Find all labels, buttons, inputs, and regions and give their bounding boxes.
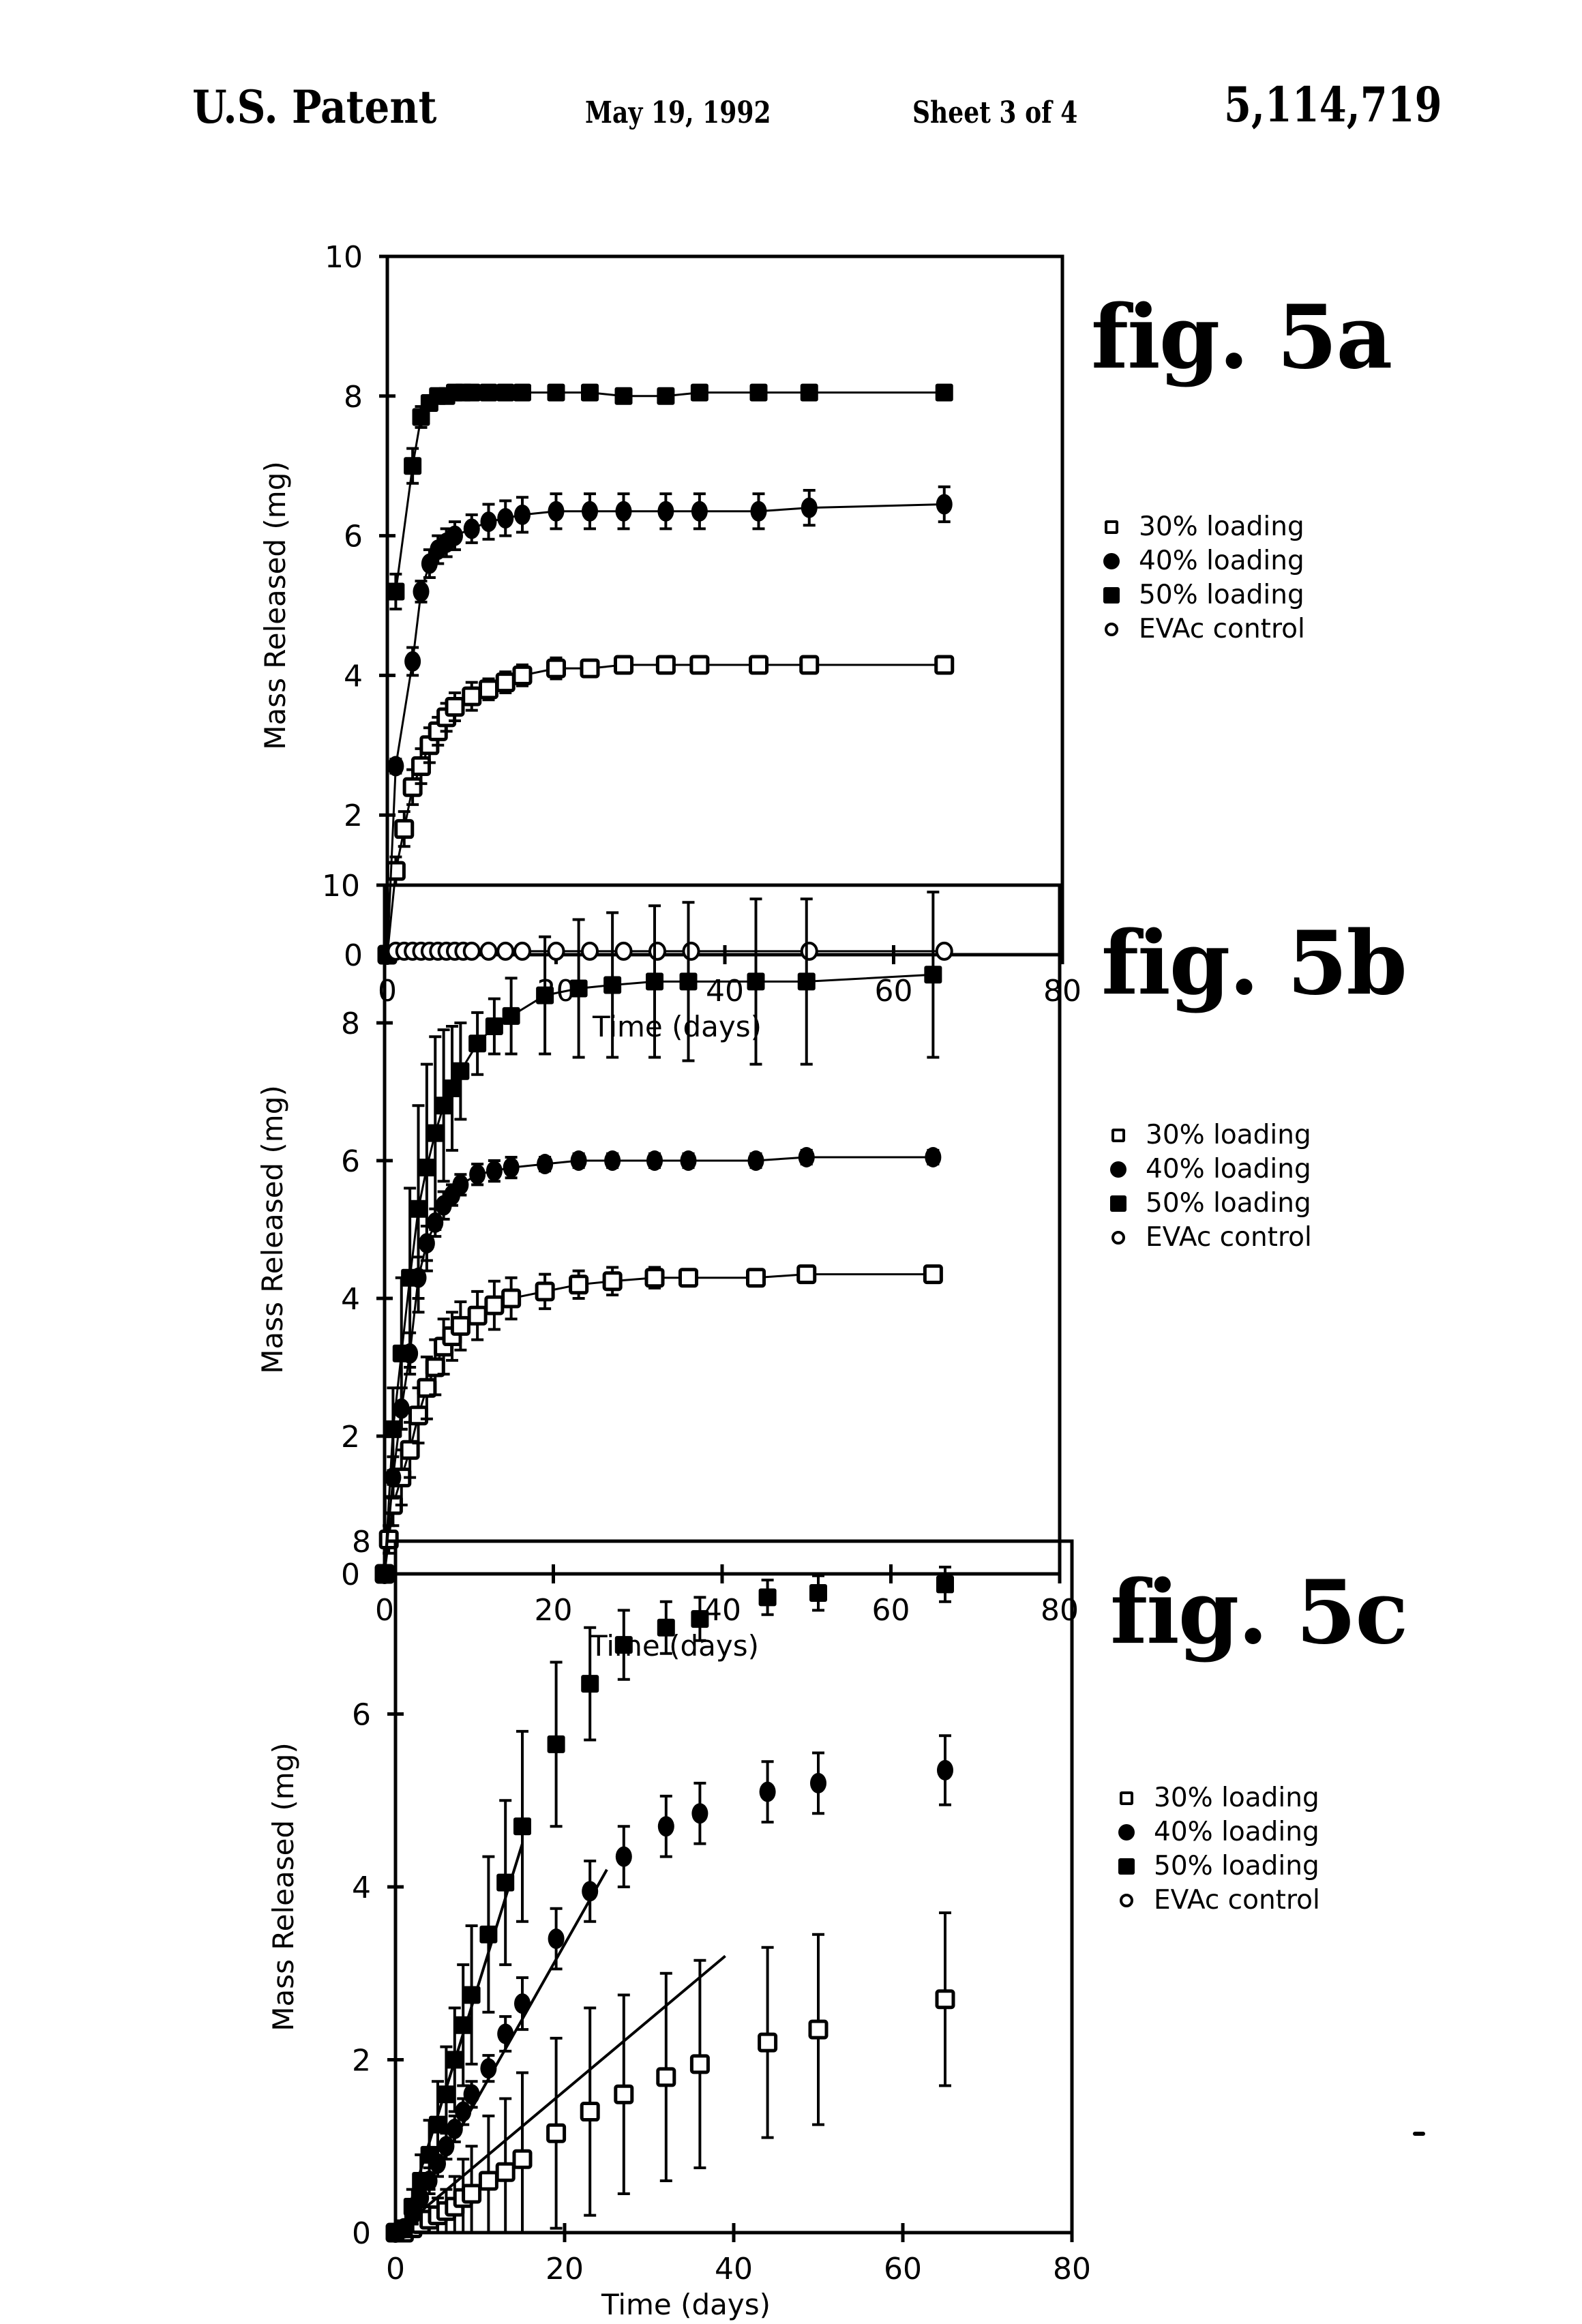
- x-tick-label: 60: [884, 2252, 922, 2286]
- x-tick-label: 0: [386, 2252, 405, 2286]
- filled-square-icon: [1118, 1858, 1135, 1875]
- legend-fig5c: 30% loading 40% loading 50% loading EVAc…: [1118, 1781, 1320, 1918]
- chart-fig5c: 02468020406080Time (days)Mass Released (…: [0, 0, 1582, 2324]
- open-square-icon: [1120, 1791, 1133, 1805]
- open-circle-icon: [1120, 1894, 1133, 1907]
- figure-label-5c: fig. 5c: [1110, 1562, 1407, 1664]
- legend-label: 40% loading: [1154, 1815, 1319, 1849]
- y-tick-label: 6: [352, 1698, 371, 1733]
- filled-circle-icon: [1118, 1824, 1135, 1841]
- x-tick-label: 40: [715, 2252, 753, 2286]
- y-axis-title: Mass Released (mg): [267, 1742, 300, 2031]
- legend-label: EVAc control: [1154, 1883, 1320, 1918]
- legend-item-50: 50% loading: [1118, 1849, 1320, 1883]
- scan-artifact-mark: [1413, 2132, 1425, 2136]
- x-axis-title: Time (days): [601, 2288, 771, 2321]
- y-tick-label: 4: [352, 1871, 371, 1905]
- legend-label: 50% loading: [1154, 1849, 1319, 1883]
- y-tick-label: 2: [352, 2044, 371, 2079]
- legend-label: 30% loading: [1154, 1781, 1319, 1815]
- legend-item-30: 30% loading: [1118, 1781, 1320, 1815]
- y-tick-label: 0: [352, 2216, 371, 2251]
- legend-item-40: 40% loading: [1118, 1815, 1320, 1849]
- series-50-loading: [387, 1567, 954, 2241]
- y-tick-label: 8: [352, 1525, 371, 1560]
- x-tick-label: 80: [1053, 2252, 1091, 2286]
- legend-item-evac: EVAc control: [1118, 1883, 1320, 1918]
- x-tick-label: 20: [546, 2252, 584, 2286]
